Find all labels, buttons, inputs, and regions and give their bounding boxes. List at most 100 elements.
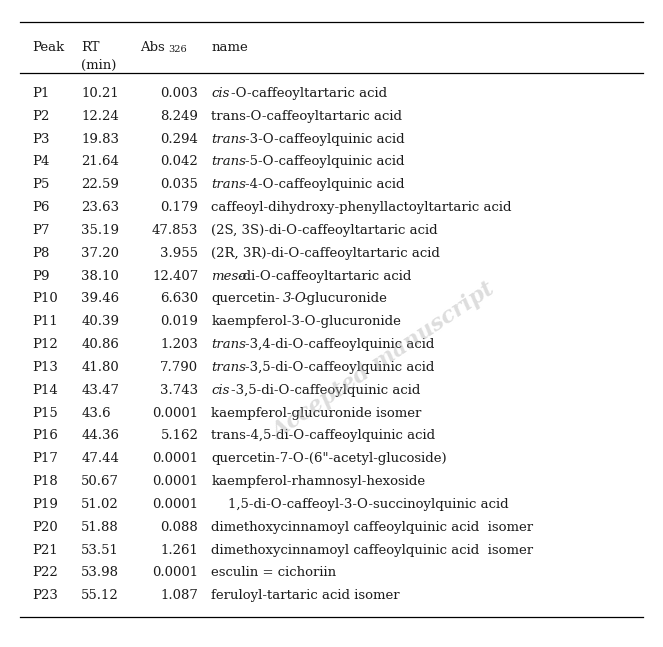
Text: 53.51: 53.51 (82, 543, 119, 556)
Text: 0.0001: 0.0001 (152, 475, 198, 488)
Text: 3.955: 3.955 (160, 247, 198, 260)
Text: 43.6: 43.6 (82, 406, 111, 419)
Text: 47.44: 47.44 (82, 452, 119, 465)
Text: 23.63: 23.63 (82, 201, 119, 214)
Text: 326: 326 (168, 45, 187, 54)
Text: P7: P7 (32, 224, 50, 237)
Text: 53.98: 53.98 (82, 566, 119, 579)
Text: trans-O-caffeoyltartaric acid: trans-O-caffeoyltartaric acid (211, 110, 402, 123)
Text: 0.003: 0.003 (160, 87, 198, 100)
Text: Abs: Abs (140, 41, 164, 54)
Text: 38.10: 38.10 (82, 270, 119, 283)
Text: 7.790: 7.790 (160, 361, 198, 374)
Text: Peak: Peak (32, 41, 65, 54)
Text: P9: P9 (32, 270, 50, 283)
Text: trans: trans (211, 155, 246, 168)
Text: P2: P2 (32, 110, 50, 123)
Text: cis: cis (211, 87, 229, 100)
Text: kaempferol-glucuronide isomer: kaempferol-glucuronide isomer (211, 406, 422, 419)
Text: 22.59: 22.59 (82, 179, 119, 192)
Text: 55.12: 55.12 (82, 589, 119, 602)
Text: -4-O-caffeoylquinic acid: -4-O-caffeoylquinic acid (245, 179, 404, 192)
Text: -3,5-di-O-caffeoylquinic acid: -3,5-di-O-caffeoylquinic acid (231, 384, 421, 397)
Text: P19: P19 (32, 498, 58, 511)
Text: 12.407: 12.407 (152, 270, 198, 283)
Text: 10.21: 10.21 (82, 87, 119, 100)
Text: 47.853: 47.853 (152, 224, 198, 237)
Text: 0.0001: 0.0001 (152, 406, 198, 419)
Text: 40.39: 40.39 (82, 315, 119, 328)
Text: 0.019: 0.019 (160, 315, 198, 328)
Text: P14: P14 (32, 384, 58, 397)
Text: -di-O-caffeoyltartaric acid: -di-O-caffeoyltartaric acid (238, 270, 412, 283)
Text: -O-caffeoyltartaric acid: -O-caffeoyltartaric acid (231, 87, 388, 100)
Text: 35.19: 35.19 (82, 224, 119, 237)
Text: 44.36: 44.36 (82, 430, 119, 443)
Text: dimethoxycinnamoyl caffeoylquinic acid  isomer: dimethoxycinnamoyl caffeoylquinic acid i… (211, 543, 534, 556)
Text: quercetin-7-O-(6"-acetyl-glucoside): quercetin-7-O-(6"-acetyl-glucoside) (211, 452, 447, 465)
Text: 0.0001: 0.0001 (152, 566, 198, 579)
Text: P6: P6 (32, 201, 50, 214)
Text: dimethoxycinnamoyl caffeoylquinic acid  isomer: dimethoxycinnamoyl caffeoylquinic acid i… (211, 521, 534, 534)
Text: 0.035: 0.035 (160, 179, 198, 192)
Text: P16: P16 (32, 430, 58, 443)
Text: 0.179: 0.179 (160, 201, 198, 214)
Text: P13: P13 (32, 361, 58, 374)
Text: trans: trans (211, 338, 246, 351)
Text: 0.294: 0.294 (160, 133, 198, 146)
Text: 50.67: 50.67 (82, 475, 119, 488)
Text: esculin = cichoriin: esculin = cichoriin (211, 566, 336, 579)
Text: 51.02: 51.02 (82, 498, 119, 511)
Text: 41.80: 41.80 (82, 361, 119, 374)
Text: (2R, 3R)-di-O-caffeoyltartaric acid: (2R, 3R)-di-O-caffeoyltartaric acid (211, 247, 440, 260)
Text: 51.88: 51.88 (82, 521, 119, 534)
Text: 37.20: 37.20 (82, 247, 119, 260)
Text: -glucuronide: -glucuronide (302, 292, 387, 305)
Text: P23: P23 (32, 589, 58, 602)
Text: feruloyl-tartaric acid isomer: feruloyl-tartaric acid isomer (211, 589, 400, 602)
Text: P10: P10 (32, 292, 58, 305)
Text: 1.203: 1.203 (160, 338, 198, 351)
Text: 3-O: 3-O (282, 292, 306, 305)
Text: 0.0001: 0.0001 (152, 452, 198, 465)
Text: meso: meso (211, 270, 247, 283)
Text: name: name (211, 41, 248, 54)
Text: P3: P3 (32, 133, 50, 146)
Text: kaempferol-3-O-glucuronide: kaempferol-3-O-glucuronide (211, 315, 401, 328)
Text: 1,5-di-O-caffeoyl-3-O-succinoylquinic acid: 1,5-di-O-caffeoyl-3-O-succinoylquinic ac… (211, 498, 509, 511)
Text: trans: trans (211, 179, 246, 192)
Text: P21: P21 (32, 543, 58, 556)
Text: 21.64: 21.64 (82, 155, 119, 168)
Text: 8.249: 8.249 (160, 110, 198, 123)
Text: 5.162: 5.162 (160, 430, 198, 443)
Text: 0.0001: 0.0001 (152, 498, 198, 511)
Text: P11: P11 (32, 315, 58, 328)
Text: P20: P20 (32, 521, 58, 534)
Text: (min): (min) (82, 59, 117, 72)
Text: P15: P15 (32, 406, 58, 419)
Text: 39.46: 39.46 (82, 292, 119, 305)
Text: Accepted manuscript: Accepted manuscript (268, 279, 499, 444)
Text: caffeoyl-dihydroxy-phenyllactoyltartaric acid: caffeoyl-dihydroxy-phenyllactoyltartaric… (211, 201, 512, 214)
Text: RT: RT (82, 41, 100, 54)
Text: P17: P17 (32, 452, 58, 465)
Text: -3,5-di-O-caffeoylquinic acid: -3,5-di-O-caffeoylquinic acid (245, 361, 434, 374)
Text: P5: P5 (32, 179, 50, 192)
Text: quercetin-: quercetin- (211, 292, 280, 305)
Text: P12: P12 (32, 338, 58, 351)
Text: 40.86: 40.86 (82, 338, 119, 351)
Text: -3-O-caffeoylquinic acid: -3-O-caffeoylquinic acid (245, 133, 404, 146)
Text: trans-4,5-di-O-caffeoylquinic acid: trans-4,5-di-O-caffeoylquinic acid (211, 430, 436, 443)
Text: (2S, 3S)-di-O-caffeoyltartaric acid: (2S, 3S)-di-O-caffeoyltartaric acid (211, 224, 438, 237)
Text: P1: P1 (32, 87, 50, 100)
Text: 6.630: 6.630 (160, 292, 198, 305)
Text: 0.088: 0.088 (160, 521, 198, 534)
Text: 0.042: 0.042 (160, 155, 198, 168)
Text: 19.83: 19.83 (82, 133, 119, 146)
Text: trans: trans (211, 133, 246, 146)
Text: P4: P4 (32, 155, 50, 168)
Text: -3,4-di-O-caffeoylquinic acid: -3,4-di-O-caffeoylquinic acid (245, 338, 434, 351)
Text: P8: P8 (32, 247, 50, 260)
Text: trans: trans (211, 361, 246, 374)
Text: 43.47: 43.47 (82, 384, 119, 397)
